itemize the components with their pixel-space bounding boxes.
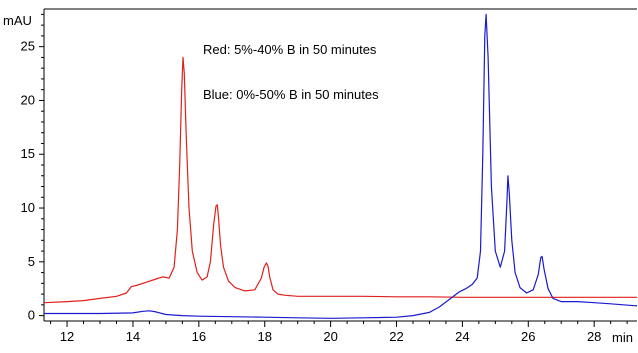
x-tick-label: 26 <box>521 329 535 344</box>
series-layer <box>43 13 638 319</box>
y-tick-label: 10 <box>21 200 35 215</box>
y-tick-label: 0 <box>28 308 35 323</box>
x-tick-label: 18 <box>257 329 271 344</box>
x-tick-label: 28 <box>587 329 601 344</box>
blue-trace-line <box>44 13 638 319</box>
red-trace-line <box>43 56 637 304</box>
y-tick-label: 15 <box>21 146 35 161</box>
y-tick-label: 5 <box>28 254 35 269</box>
x-axis-label: min <box>612 330 633 345</box>
x-tick-label: 20 <box>323 329 337 344</box>
annotation-blue-gradient: Blue: 0%-50% B in 50 minutes <box>203 87 379 102</box>
x-tick-label: 12 <box>60 329 74 344</box>
x-tick-label: 22 <box>389 329 403 344</box>
annotation-red-gradient: Red: 5%-40% B in 50 minutes <box>203 42 377 57</box>
axes: 0 5 10 15 20 25 12 14 16 18 20 22 24 26 28 <box>21 8 637 344</box>
x-tick-label: 24 <box>455 329 469 344</box>
y-tick-label: 20 <box>21 92 35 107</box>
y-axis-label: mAU <box>3 13 32 28</box>
annotations: Red: 5%-40% B in 50 minutes Blue: 0%-50%… <box>203 42 379 102</box>
y-tick-label: 25 <box>21 39 35 54</box>
x-tick-label: 16 <box>192 329 206 344</box>
x-tick-label: 14 <box>126 329 140 344</box>
